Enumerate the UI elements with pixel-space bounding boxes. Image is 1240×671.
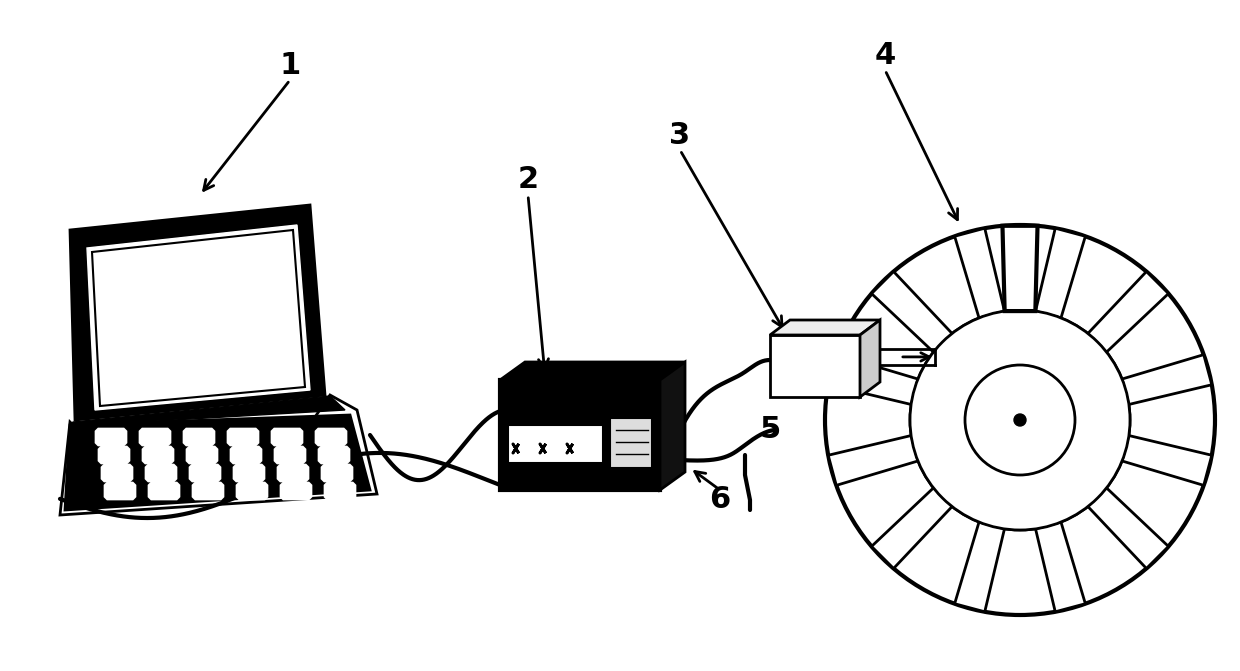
Polygon shape <box>1035 522 1085 612</box>
Polygon shape <box>192 482 224 500</box>
Polygon shape <box>828 435 918 485</box>
Text: 1: 1 <box>279 50 300 79</box>
Text: 2: 2 <box>517 166 538 195</box>
Circle shape <box>1014 414 1025 426</box>
Polygon shape <box>227 428 259 446</box>
Polygon shape <box>233 464 265 482</box>
Polygon shape <box>321 464 353 482</box>
Bar <box>508 425 603 463</box>
Polygon shape <box>272 428 303 446</box>
Polygon shape <box>236 482 268 500</box>
Text: 3: 3 <box>670 121 691 150</box>
Polygon shape <box>1002 225 1038 311</box>
Polygon shape <box>277 464 309 482</box>
Text: 6: 6 <box>709 486 730 515</box>
Polygon shape <box>1122 355 1211 405</box>
Circle shape <box>965 365 1075 475</box>
Polygon shape <box>828 355 918 405</box>
Bar <box>610 418 652 468</box>
Polygon shape <box>229 446 262 464</box>
Polygon shape <box>87 225 310 410</box>
Polygon shape <box>139 428 171 446</box>
Polygon shape <box>1035 228 1085 318</box>
Polygon shape <box>660 362 684 490</box>
Polygon shape <box>280 482 312 500</box>
Polygon shape <box>861 320 880 397</box>
Polygon shape <box>955 522 1004 612</box>
Text: 5: 5 <box>759 415 781 444</box>
Polygon shape <box>500 362 684 380</box>
Circle shape <box>965 365 1075 475</box>
Polygon shape <box>770 320 880 335</box>
Polygon shape <box>324 482 356 500</box>
Polygon shape <box>104 482 136 500</box>
Polygon shape <box>98 446 130 464</box>
Polygon shape <box>100 464 133 482</box>
Polygon shape <box>188 464 221 482</box>
Polygon shape <box>872 488 952 568</box>
Polygon shape <box>69 396 345 426</box>
Circle shape <box>910 310 1130 530</box>
Polygon shape <box>186 446 218 464</box>
Polygon shape <box>315 428 347 446</box>
Polygon shape <box>872 272 952 352</box>
Polygon shape <box>955 228 1004 318</box>
Polygon shape <box>148 482 180 500</box>
Polygon shape <box>1122 435 1211 485</box>
Polygon shape <box>317 446 350 464</box>
Polygon shape <box>64 415 370 510</box>
Polygon shape <box>143 446 174 464</box>
Circle shape <box>1014 414 1025 426</box>
Bar <box>770 335 861 397</box>
Circle shape <box>910 310 1130 530</box>
Polygon shape <box>184 428 215 446</box>
Text: 4: 4 <box>874 40 895 70</box>
Polygon shape <box>1087 272 1168 352</box>
Polygon shape <box>69 205 325 420</box>
Polygon shape <box>145 464 177 482</box>
Polygon shape <box>95 428 126 446</box>
Bar <box>500 380 660 490</box>
Polygon shape <box>274 446 306 464</box>
Polygon shape <box>1087 488 1168 568</box>
